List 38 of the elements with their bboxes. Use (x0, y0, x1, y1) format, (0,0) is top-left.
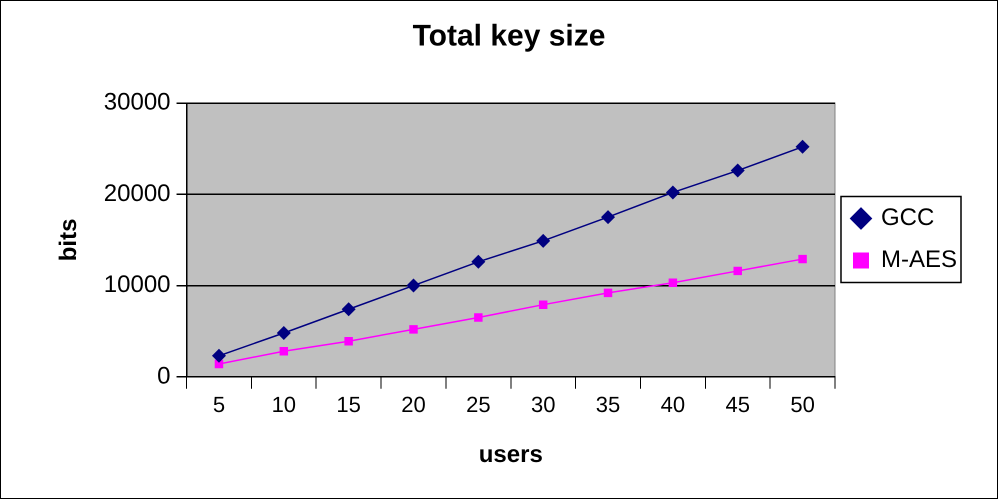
x-tick-label: 5 (212, 392, 226, 418)
point (471, 254, 486, 269)
x-axis-title: users (478, 441, 543, 468)
x-tick-label: 10 (272, 392, 296, 418)
point (280, 347, 288, 356)
point (668, 278, 678, 288)
point (601, 210, 616, 224)
point (474, 313, 483, 322)
point (212, 348, 226, 363)
point (604, 288, 612, 298)
y-tick-label: 30000 (104, 88, 171, 116)
x-tick-label: 25 (466, 392, 491, 418)
x-tick-label: 30 (530, 392, 556, 418)
point (730, 164, 745, 178)
legend-label: M-AES (880, 246, 958, 274)
chart-title: Total key size (412, 19, 606, 52)
point (536, 234, 550, 248)
x-tick-label: 15 (336, 392, 361, 418)
point (798, 254, 807, 264)
point (538, 300, 548, 309)
y-tick-label: 10000 (104, 271, 171, 298)
point (406, 278, 420, 293)
x-tick-label: 40 (660, 392, 686, 418)
y-tick-label: 0 (157, 362, 171, 390)
x-tick-label: 50 (790, 392, 815, 418)
x-tick-label: 20 (401, 392, 426, 418)
point (342, 302, 356, 316)
point (733, 266, 742, 276)
y-tick-label: 20000 (104, 180, 171, 207)
legend-label: GCC (880, 204, 934, 232)
x-tick-label: 45 (725, 392, 750, 418)
point (276, 326, 291, 340)
y-axis-title: bits (55, 218, 82, 262)
point (666, 185, 680, 200)
point (344, 336, 353, 346)
x-tick-label: 35 (596, 392, 620, 418)
point (409, 325, 418, 334)
point (796, 140, 810, 154)
